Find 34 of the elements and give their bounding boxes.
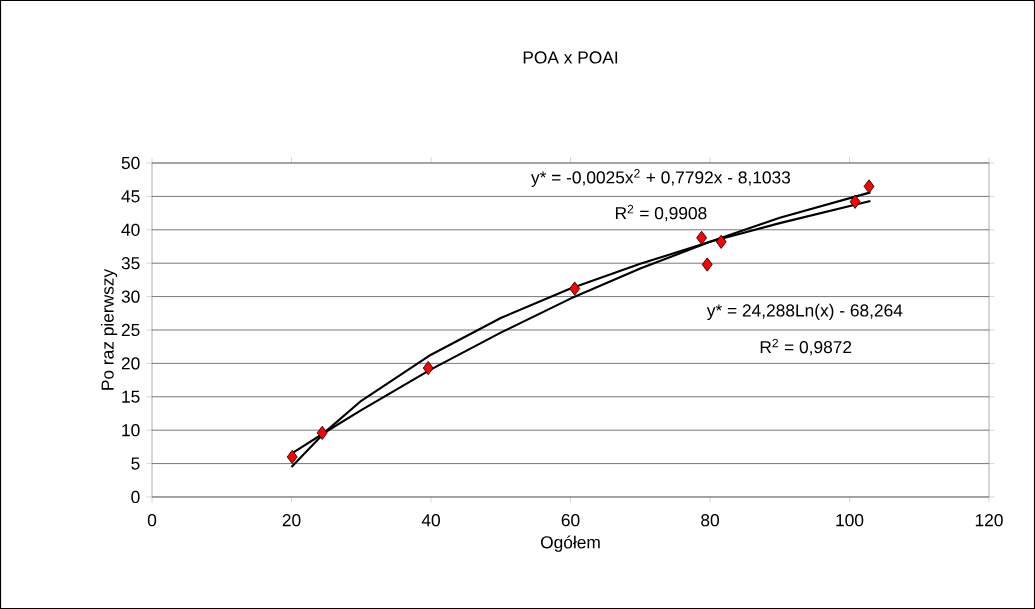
annotation: R$^{2}$ = 0,9908: [615, 204, 707, 222]
y-tick-label: 5: [131, 457, 140, 470]
point: [849, 194, 861, 209]
point: [696, 230, 708, 245]
x-tick-label: 80: [701, 514, 719, 527]
y-tick-label: 45: [121, 190, 140, 203]
y-tick-label: 15: [122, 390, 140, 403]
y-tick-label: 25: [121, 323, 140, 337]
annotation: R$^{2}$ = 0,9872: [760, 338, 852, 356]
y-tick-label: 30: [121, 290, 140, 303]
x-tick-label: 40: [421, 514, 440, 527]
y-axis-title: Po raz pierwszy: [101, 268, 118, 390]
point: [701, 257, 713, 272]
annotation: y* = -0,0025x$^{2}$ + 0,7792x - 8,1033: [531, 169, 791, 187]
x-tick-label: 120: [975, 514, 1003, 527]
x-tick-label: 0: [147, 514, 157, 527]
x-tick-label: 100: [836, 514, 864, 527]
x-axis-title: Ogółem: [540, 535, 600, 552]
x-tick-label: 60: [561, 514, 580, 527]
point: [863, 179, 875, 194]
y-tick-label: 40: [121, 223, 140, 236]
point: [715, 234, 727, 249]
y-tick-label: 20: [121, 357, 140, 370]
y-tick-label: 35: [121, 257, 140, 270]
y-tick-label: 50: [121, 156, 140, 170]
point: [286, 449, 298, 464]
point: [316, 425, 328, 440]
y-tick-label: 0: [131, 490, 140, 504]
point: [569, 281, 581, 296]
point: [422, 361, 434, 376]
annotation: y* = 24,288Ln(x) - 68,264: [706, 303, 903, 321]
x-tick-label: 20: [282, 514, 301, 527]
y-tick-label: 10: [122, 424, 140, 437]
chart-title: POA x POAI: [523, 51, 618, 64]
